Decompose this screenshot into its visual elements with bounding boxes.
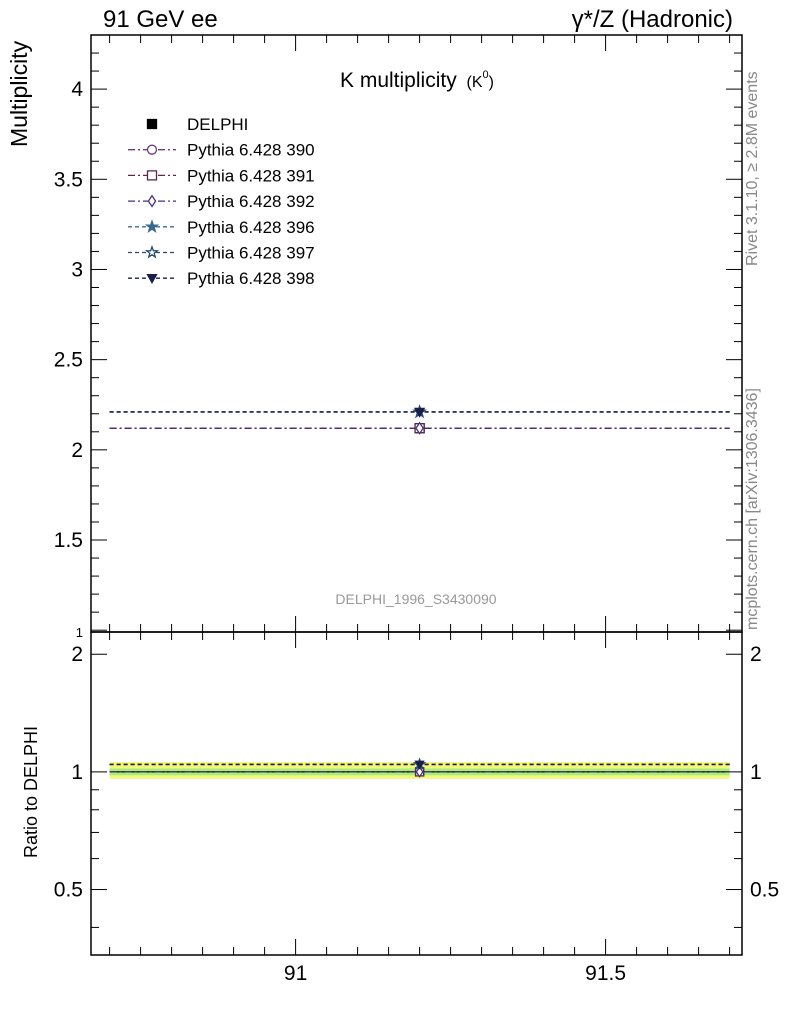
chart-title-close: ) [489,74,494,91]
legend-marker [147,194,157,208]
legend-entry: Pythia 6.428 392 [128,192,315,211]
legend-label: Pythia 6.428 390 [187,141,315,160]
series-markers [412,404,427,778]
legend-label: Pythia 6.428 396 [187,218,315,237]
ratio-plot-frame [90,631,743,956]
y-tick-label: 2 [71,439,83,462]
chart-title: K multiplicity (K0) [340,69,494,92]
ratio-tick-label-right: 0.5 [750,879,779,902]
legend-marker [146,273,158,285]
data-point [413,407,426,418]
legend-marker [146,144,158,155]
y-tick-label: 1 [76,625,83,640]
legend-entry: Pythia 6.428 391 [128,166,315,185]
ratio-tick-label-right: 2 [750,643,762,666]
legend-marker [146,170,158,181]
legend-entry: Pythia 6.428 397 [128,244,315,263]
legend-label: Pythia 6.428 391 [187,166,315,185]
y-tick-label: 2.5 [54,349,83,372]
y-tick-label: 3.5 [54,168,83,191]
legend-marker [144,219,160,233]
ratio-data-point [415,765,424,778]
plot-frames [90,34,743,956]
ratio-tick-label-left: 0.5 [54,879,83,902]
ratio-tick-label-left: 2 [71,643,83,666]
ratio-tick-label-right: 1 [750,761,762,784]
x-tick-label: 91 [284,962,307,985]
legend-label: Pythia 6.428 392 [187,192,315,211]
y-tick-label: 1.5 [54,529,83,552]
y-tick-label: 4 [71,78,83,101]
legend-marker [146,118,158,130]
legend: DELPHI Pythia 6.428 390 Pythia 6.428 391 Py… [128,115,315,288]
chart-title-sub: (K [467,74,483,91]
legend-entry: Pythia 6.428 396 [128,218,315,237]
x-tick-label: 91.5 [585,962,626,985]
legend-label: Pythia 6.428 397 [187,244,315,263]
chart-title-sup: 0 [483,69,489,81]
header-right-label: γ*/Z (Hadronic) [571,6,733,33]
chart-title-main: K multiplicity [340,69,457,92]
legend-entry: Pythia 6.428 398 [128,269,315,288]
legend-marker [144,244,160,259]
analysis-label: DELPHI_1996_S3430090 [335,591,496,607]
header-left-label: 91 GeV ee [103,6,218,33]
y-tick-label: 3 [71,258,83,281]
ratio-data-point [414,760,425,770]
legend-entry: DELPHI [146,115,248,134]
legend-label: Pythia 6.428 398 [187,269,315,288]
legend-label: DELPHI [187,115,248,134]
data-point [415,421,424,435]
ratio-tick-label-left: 1 [71,761,83,784]
legend-entry: Pythia 6.428 390 [128,141,315,160]
axis-ticks: 1 1.5 2 2.5 3 3.5 4 91 91.5 0.5 0.5 1 1 2 2 [54,34,779,985]
